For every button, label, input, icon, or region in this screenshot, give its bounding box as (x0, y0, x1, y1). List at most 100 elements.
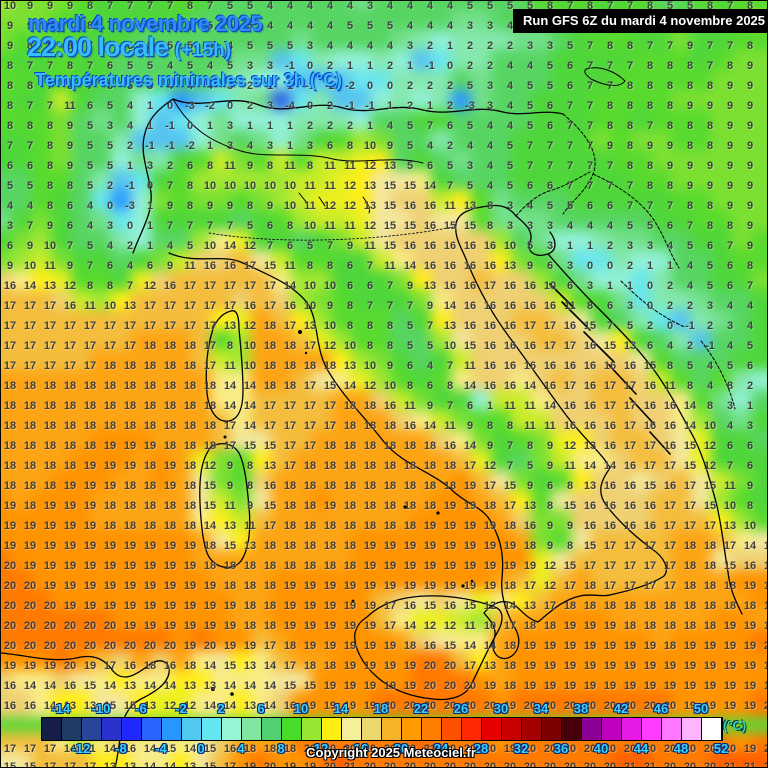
scale-cell (202, 718, 222, 740)
scale-label-bottom: 40 (593, 741, 609, 756)
scale-cell (182, 718, 202, 740)
temp-value: 21 (758, 762, 767, 768)
scale-cell (342, 718, 362, 740)
scale-label-top: -2 (175, 701, 187, 716)
scale-cell (542, 718, 562, 740)
scale-cell (242, 718, 262, 740)
scale-label-bottom: 36 (553, 741, 569, 756)
map-time-text: 22:00 locale (27, 32, 169, 62)
scale-cell (102, 718, 122, 740)
temp-value: 9 (758, 201, 768, 212)
scale-label-bottom: 44 (633, 741, 649, 756)
temp-value: 19 (758, 581, 767, 592)
scale-label-top: 30 (493, 701, 509, 716)
temp-value: 6 (758, 341, 768, 352)
scale-label-top: -10 (91, 701, 111, 716)
run-info-box: Run GFS 6Z du mardi 4 novembre 2025 (513, 9, 767, 33)
scale-label-top: 34 (533, 701, 549, 716)
temp-value: 20 (758, 701, 767, 712)
scale-label-bottom: -12 (71, 741, 91, 756)
scale-cell (162, 718, 182, 740)
scale-label-bottom: 52 (713, 741, 729, 756)
map-time: 22:00 locale (+15h) (27, 32, 231, 63)
scale-cell (702, 718, 722, 740)
scale-cell (382, 718, 402, 740)
temp-value: 15 (758, 541, 767, 552)
scale-label-top: 2 (217, 701, 225, 716)
scale-cell (502, 718, 522, 740)
temp-value: 9 (758, 61, 768, 72)
temp-value: 4 (758, 441, 768, 452)
temp-value: 9 (758, 81, 768, 92)
scale-label-top: 10 (293, 701, 309, 716)
scale-cell (122, 718, 142, 740)
temp-value: 7 (758, 301, 768, 312)
temp-value: 8 (758, 261, 768, 272)
scale-cell (462, 718, 482, 740)
scale-cell (622, 718, 642, 740)
scale-cell (402, 718, 422, 740)
temp-value: 9 (758, 221, 768, 232)
scale-cell (222, 718, 242, 740)
temp-value: 4 (758, 401, 768, 412)
scale-cell (362, 718, 382, 740)
scale-label-bottom: 0 (197, 741, 205, 756)
temp-value: 6 (758, 361, 768, 372)
temp-value: 19 (758, 661, 767, 672)
scale-label-top: 38 (573, 701, 589, 716)
temp-value: 8 (758, 41, 768, 52)
temp-value: 1 (758, 381, 768, 392)
temp-value: 19 (758, 681, 767, 692)
scale-cell (482, 718, 502, 740)
scale-cell (642, 718, 662, 740)
temp-value: 18 (758, 621, 767, 632)
scale-cell (682, 718, 702, 740)
scale-label-top: 14 (333, 701, 349, 716)
scale-label-top: -14 (51, 701, 71, 716)
temp-value: 6 (758, 481, 768, 492)
scale-label-top: 18 (373, 701, 389, 716)
scale-cell (322, 718, 342, 740)
scale-cell (662, 718, 682, 740)
scale-cell (42, 718, 62, 740)
scale-label-top: 50 (693, 701, 709, 716)
temp-value: 9 (758, 181, 768, 192)
temp-value: 9 (758, 141, 768, 152)
scale-cell (262, 718, 282, 740)
scale-cell (562, 718, 582, 740)
scale-cell (282, 718, 302, 740)
temp-value: 8 (758, 241, 768, 252)
temp-value: 20 (758, 641, 767, 652)
temp-value: 6 (758, 421, 768, 432)
scale-label-top: 6 (257, 701, 265, 716)
scale-label-bottom: 48 (673, 741, 689, 756)
unit-label: (°C) (723, 718, 747, 733)
scale-cell (442, 718, 462, 740)
scale-cell (62, 718, 82, 740)
scale-cell (422, 718, 442, 740)
temp-value: 7 (758, 461, 768, 472)
temp-value: 9 (758, 161, 768, 172)
scale-label-top: 42 (613, 701, 629, 716)
scale-cell (302, 718, 322, 740)
scale-label-top: 22 (413, 701, 429, 716)
scale-cell (602, 718, 622, 740)
scale-label-bottom: -8 (115, 741, 127, 756)
scale-cell (522, 718, 542, 740)
scale-label-top: 46 (653, 701, 669, 716)
temp-value: 16 (758, 561, 767, 572)
color-scale-bar (41, 717, 723, 741)
temp-value: 7 (758, 501, 768, 512)
copyright: Copyright 2025 Meteociel.fr (306, 745, 476, 760)
scale-label-top: 26 (453, 701, 469, 716)
temp-value: 19 (758, 601, 767, 612)
temp-value: 9 (758, 121, 768, 132)
scale-cell (142, 718, 162, 740)
scale-label-bottom: -4 (155, 741, 167, 756)
temp-value: 9 (758, 281, 768, 292)
scale-cell (82, 718, 102, 740)
temp-value: 6 (758, 321, 768, 332)
